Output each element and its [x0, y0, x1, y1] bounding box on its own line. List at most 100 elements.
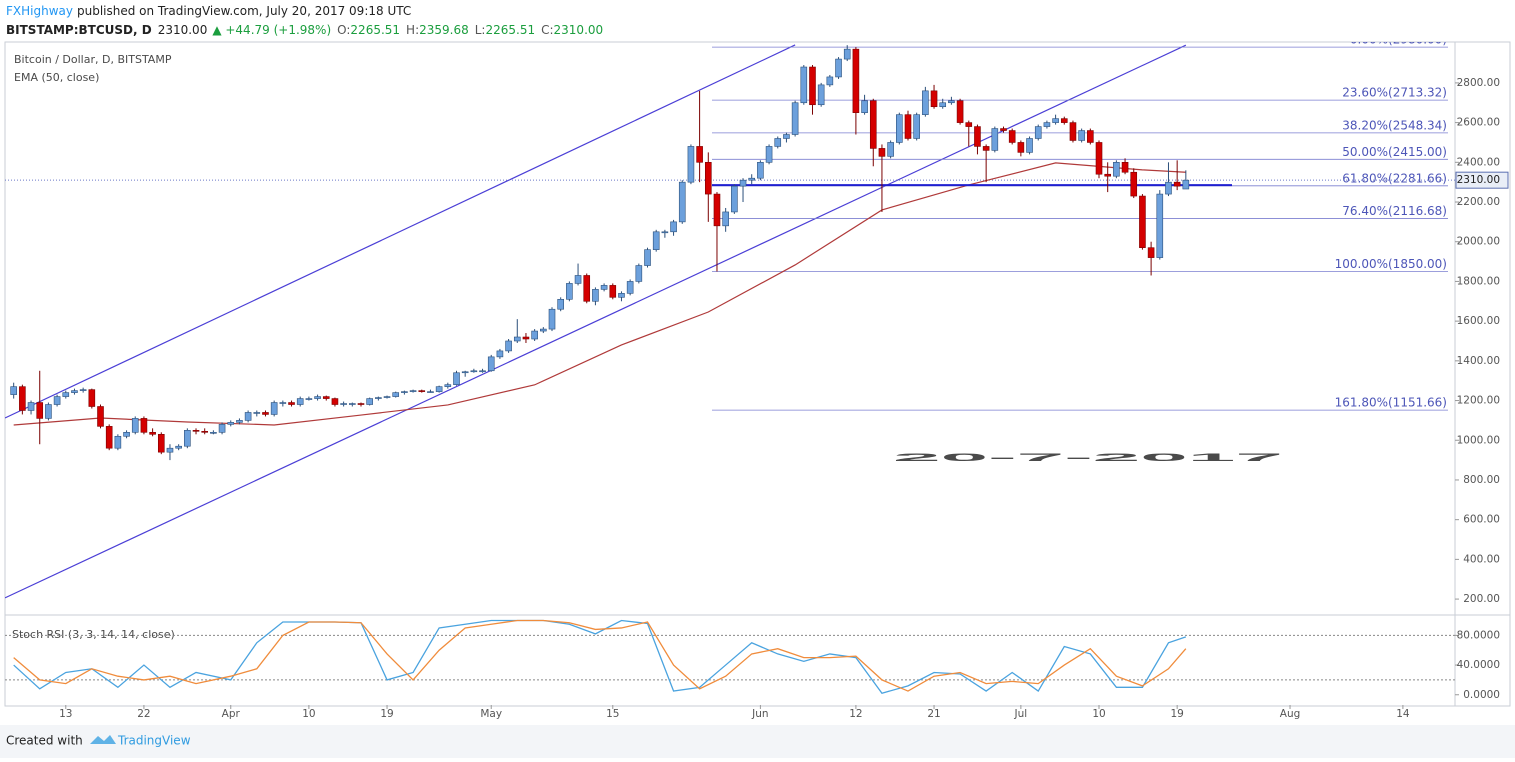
x-tick-label: Jul [1014, 708, 1028, 720]
x-tick-label: May [480, 708, 502, 720]
candle-body [704, 162, 712, 195]
header-line: FXHighway published on TradingView.com, J… [6, 4, 411, 18]
candle-body [305, 398, 313, 400]
candle-body [236, 420, 243, 423]
candle-body [678, 181, 686, 223]
candle-body [548, 308, 556, 330]
y-tick-label: 1800.00 [1457, 275, 1500, 287]
x-tick-label: 15 [606, 708, 619, 720]
candle-body [149, 432, 156, 435]
candle-body [1043, 122, 1051, 127]
fib-label: 23.60%(2713.32) [1342, 86, 1447, 100]
x-tick-label: Jun [751, 708, 768, 720]
x-tick-label: Apr [222, 708, 241, 720]
candle-body [1173, 181, 1181, 187]
candle-body [531, 330, 538, 340]
candle-body [253, 412, 261, 414]
candle-body [1156, 193, 1164, 258]
candle-body [244, 412, 252, 421]
candle-body [349, 403, 356, 405]
candle-body [401, 391, 408, 393]
candle-body [713, 193, 721, 227]
candle-body [748, 177, 756, 181]
candle-body [331, 398, 339, 405]
symbol: BITSTAMP:BTCUSD, D [6, 23, 152, 37]
candle-body [982, 146, 990, 151]
candle-body [974, 126, 981, 147]
candle-body [826, 76, 834, 86]
candle-body [53, 396, 61, 405]
candle-body [296, 398, 304, 405]
candle-body [314, 396, 321, 399]
ohlc-value: 2310.00 [554, 23, 604, 37]
candle-body [1087, 130, 1094, 143]
ema-line [13, 162, 1186, 426]
candle-body [843, 48, 851, 60]
candle-body [487, 356, 495, 372]
candle-body [1095, 142, 1103, 175]
x-tick-label: 19 [380, 708, 393, 720]
ohlc-value: 2265.51 [485, 23, 535, 37]
candle-body [157, 433, 165, 453]
ohlc-key: L: [475, 23, 486, 37]
created-with: Created with [6, 734, 83, 748]
candle-body [210, 432, 217, 434]
y-tick-label: 1400.00 [1457, 355, 1500, 367]
candle-body [939, 102, 947, 108]
axes: 200.00 400.00 600.00 800.00 1000.00 1200.00 14… [59, 77, 1509, 720]
candle-body [948, 100, 955, 104]
stoch-tick-label: 0.0000 [1463, 689, 1500, 701]
x-tick-label: 10 [1092, 708, 1105, 720]
candle-body [852, 48, 860, 113]
candle-body [965, 122, 973, 127]
fib-label: 61.80%(2281.66) [1342, 171, 1447, 185]
candle-body [496, 350, 504, 358]
candle-body [1078, 130, 1085, 141]
author-link[interactable]: FXHighway [6, 4, 73, 18]
candle-body [574, 275, 582, 284]
candle-body [670, 221, 677, 233]
published: published on TradingView.com, July 20, 2… [77, 4, 411, 18]
x-tick-label: 21 [927, 708, 940, 720]
y-tick-label: 400.00 [1463, 553, 1500, 565]
candle-body [79, 389, 87, 391]
stoch-line [13, 619, 1187, 695]
candle-body [930, 90, 938, 108]
y-tick-label: 1600.00 [1457, 315, 1500, 327]
quote-line: BITSTAMP:BTCUSD, D 2310.00 ▲ +44.79 (+1.98… [6, 23, 603, 37]
fib-label: 100.00%(1850.00) [1335, 257, 1447, 271]
candle-body [757, 162, 764, 179]
candle-body [922, 90, 929, 115]
fib-label: 161.80%(1151.66) [1335, 396, 1447, 410]
candle-body [19, 386, 26, 411]
candle-body [88, 389, 96, 407]
y-tick-label: 200.00 [1463, 593, 1500, 605]
ohlc-value: 2265.51 [350, 23, 400, 37]
candle-body [956, 100, 964, 123]
change: ▲ +44.79 (+1.98%) [212, 23, 331, 37]
fib-label: 76.40%(2116.68) [1342, 204, 1447, 218]
candle-body [36, 402, 44, 419]
candle-body [1026, 138, 1033, 153]
y-tick-label: 2800.00 [1457, 77, 1500, 89]
ohlc-key: H: [406, 23, 419, 37]
frame [4, 41, 1511, 707]
x-tick-label: 13 [59, 708, 72, 720]
candle-body [218, 424, 226, 433]
brand-link[interactable]: TradingView [117, 734, 191, 748]
candle-body [644, 249, 651, 266]
y-tick-label: 600.00 [1463, 514, 1500, 526]
candle-body [62, 392, 70, 397]
candle-body [991, 128, 999, 151]
candle-body [140, 418, 148, 433]
x-tick-label: Aug [1280, 708, 1301, 720]
candle-body [696, 146, 703, 163]
candle-body [1165, 181, 1172, 195]
candle-body [618, 293, 625, 298]
candle-body [661, 231, 669, 234]
candle-body [97, 406, 104, 427]
candle-body [1000, 128, 1007, 131]
main-pane: 0.00%(2980.00) 23.60%(2713.32) 38.20%(2548… [5, 42, 1455, 599]
y-tick-label: 800.00 [1463, 474, 1500, 486]
candle-body [1121, 162, 1129, 173]
